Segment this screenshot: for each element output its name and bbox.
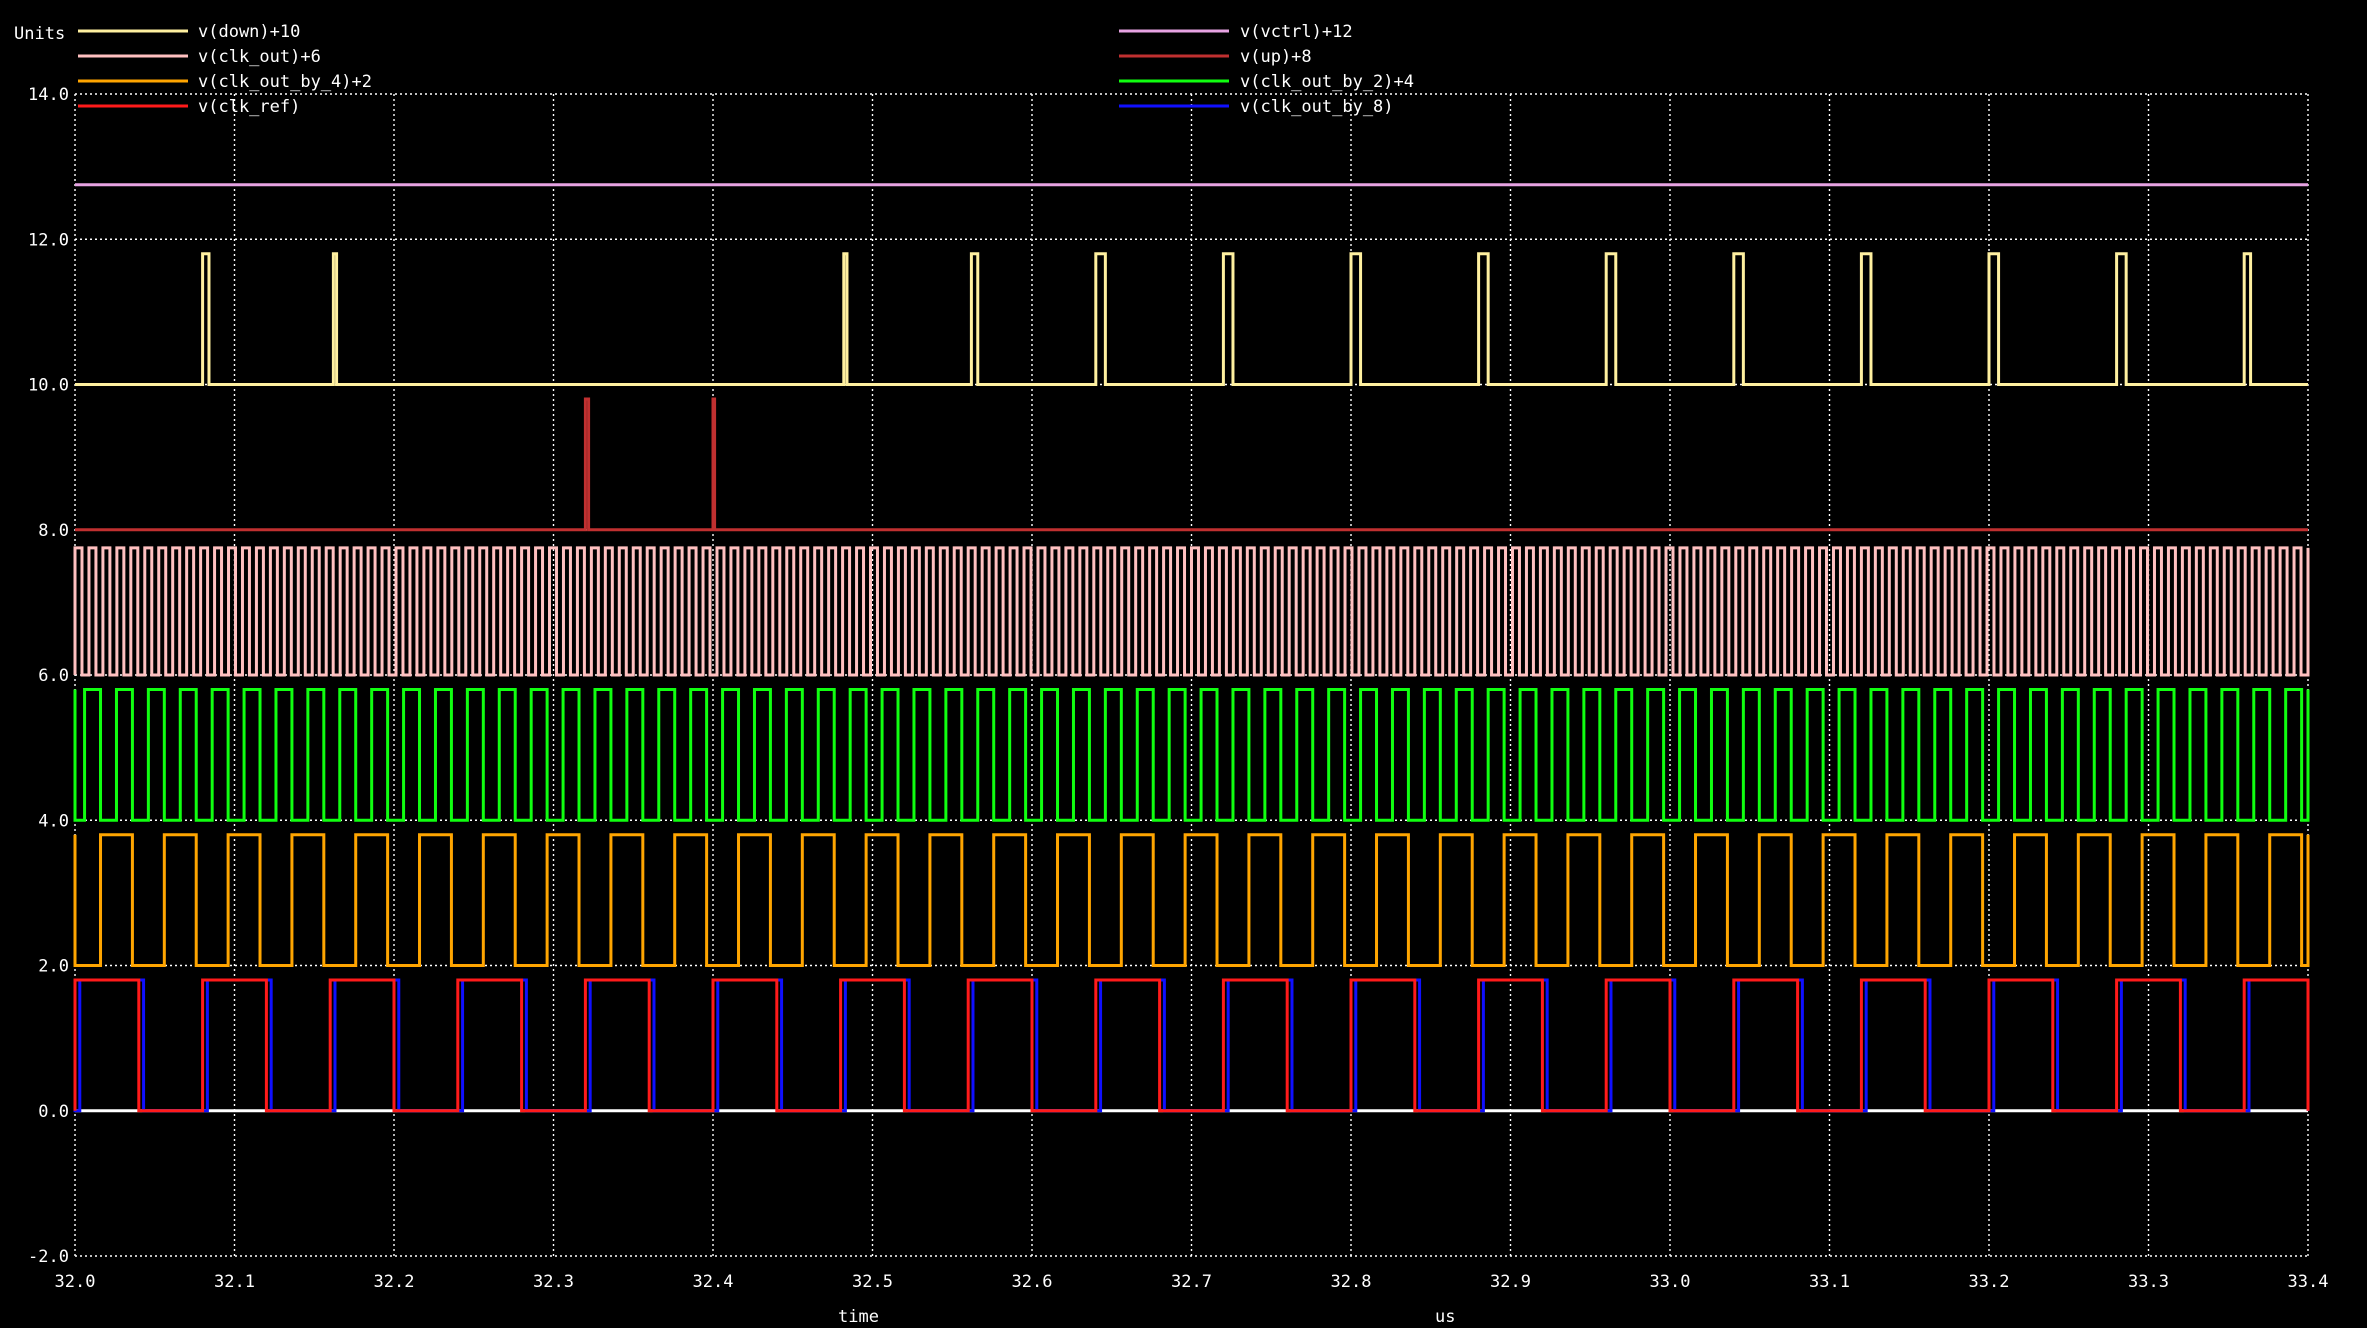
series-line-v-up-8 [75, 397, 2308, 532]
x-tick-label: 32.0 [55, 1272, 96, 1292]
legend: v(down)+10v(clk_out)+6v(clk_out_by_4)+2v… [78, 22, 1414, 117]
legend-label: v(clk_ref) [198, 97, 300, 117]
x-tick-label: 32.1 [214, 1272, 255, 1292]
x-tick-label: 32.2 [374, 1272, 415, 1292]
legend-label: v(clk_out)+6 [198, 47, 321, 67]
y-tick-label: 4.0 [38, 811, 69, 831]
y-tick-label: 12.0 [28, 230, 69, 250]
series-line-v-clk-out-by-4-2 [73, 833, 2310, 967]
y-tick-label: 10.0 [28, 376, 69, 396]
series-line-v-clk-out-6 [73, 546, 2310, 677]
y-tick-label: 6.0 [38, 666, 69, 686]
x-tick-label: 32.7 [1171, 1272, 1212, 1292]
series-line-v-down-10 [75, 252, 2308, 386]
legend-label: v(up)+8 [1240, 47, 1312, 67]
series-layer [73, 183, 2310, 1113]
legend-label: v(clk_out_by_8) [1240, 97, 1394, 117]
y-tick-label: 8.0 [38, 521, 69, 541]
x-tick-label: 32.5 [852, 1272, 893, 1292]
y-tick-label: 0.0 [38, 1102, 69, 1122]
x-tick-label: 33.1 [1809, 1272, 1850, 1292]
x-tick-label: 33.3 [2128, 1272, 2169, 1292]
legend-label: v(clk_out_by_4)+2 [198, 72, 372, 92]
y-tick-label: -2.0 [28, 1247, 69, 1267]
legend-label: v(clk_out_by_2)+4 [1240, 72, 1414, 92]
x-tick-label: 32.6 [1012, 1272, 1053, 1292]
x-tick-label: 33.2 [1969, 1272, 2010, 1292]
x-axis-label: time [838, 1307, 879, 1323]
legend-label: v(vctrl)+12 [1240, 22, 1353, 42]
axis-layer: -2.0 0.0 2.0 4.0 6.0 8.0 10.0 12.0 14.0 32.0 32.1 3… [28, 85, 2328, 1292]
x-tick-label: 33.4 [2288, 1272, 2329, 1292]
series-line-v-clk-ref [73, 978, 2310, 1113]
x-tick-label: 33.0 [1650, 1272, 1691, 1292]
x-tick-label: 32.8 [1331, 1272, 1372, 1292]
series-line-v-clk-out-by-2-4 [73, 688, 2310, 822]
legend-label: v(down)+10 [198, 22, 300, 42]
x-tick-label: 32.4 [693, 1272, 734, 1292]
y-tick-label: 2.0 [38, 957, 69, 977]
units-label: Units [14, 24, 65, 44]
x-axis-unit: us [1435, 1307, 1455, 1323]
x-tick-label: 32.9 [1490, 1272, 1531, 1292]
y-tick-label: 14.0 [28, 85, 69, 105]
x-tick-label: 32.3 [533, 1272, 574, 1292]
